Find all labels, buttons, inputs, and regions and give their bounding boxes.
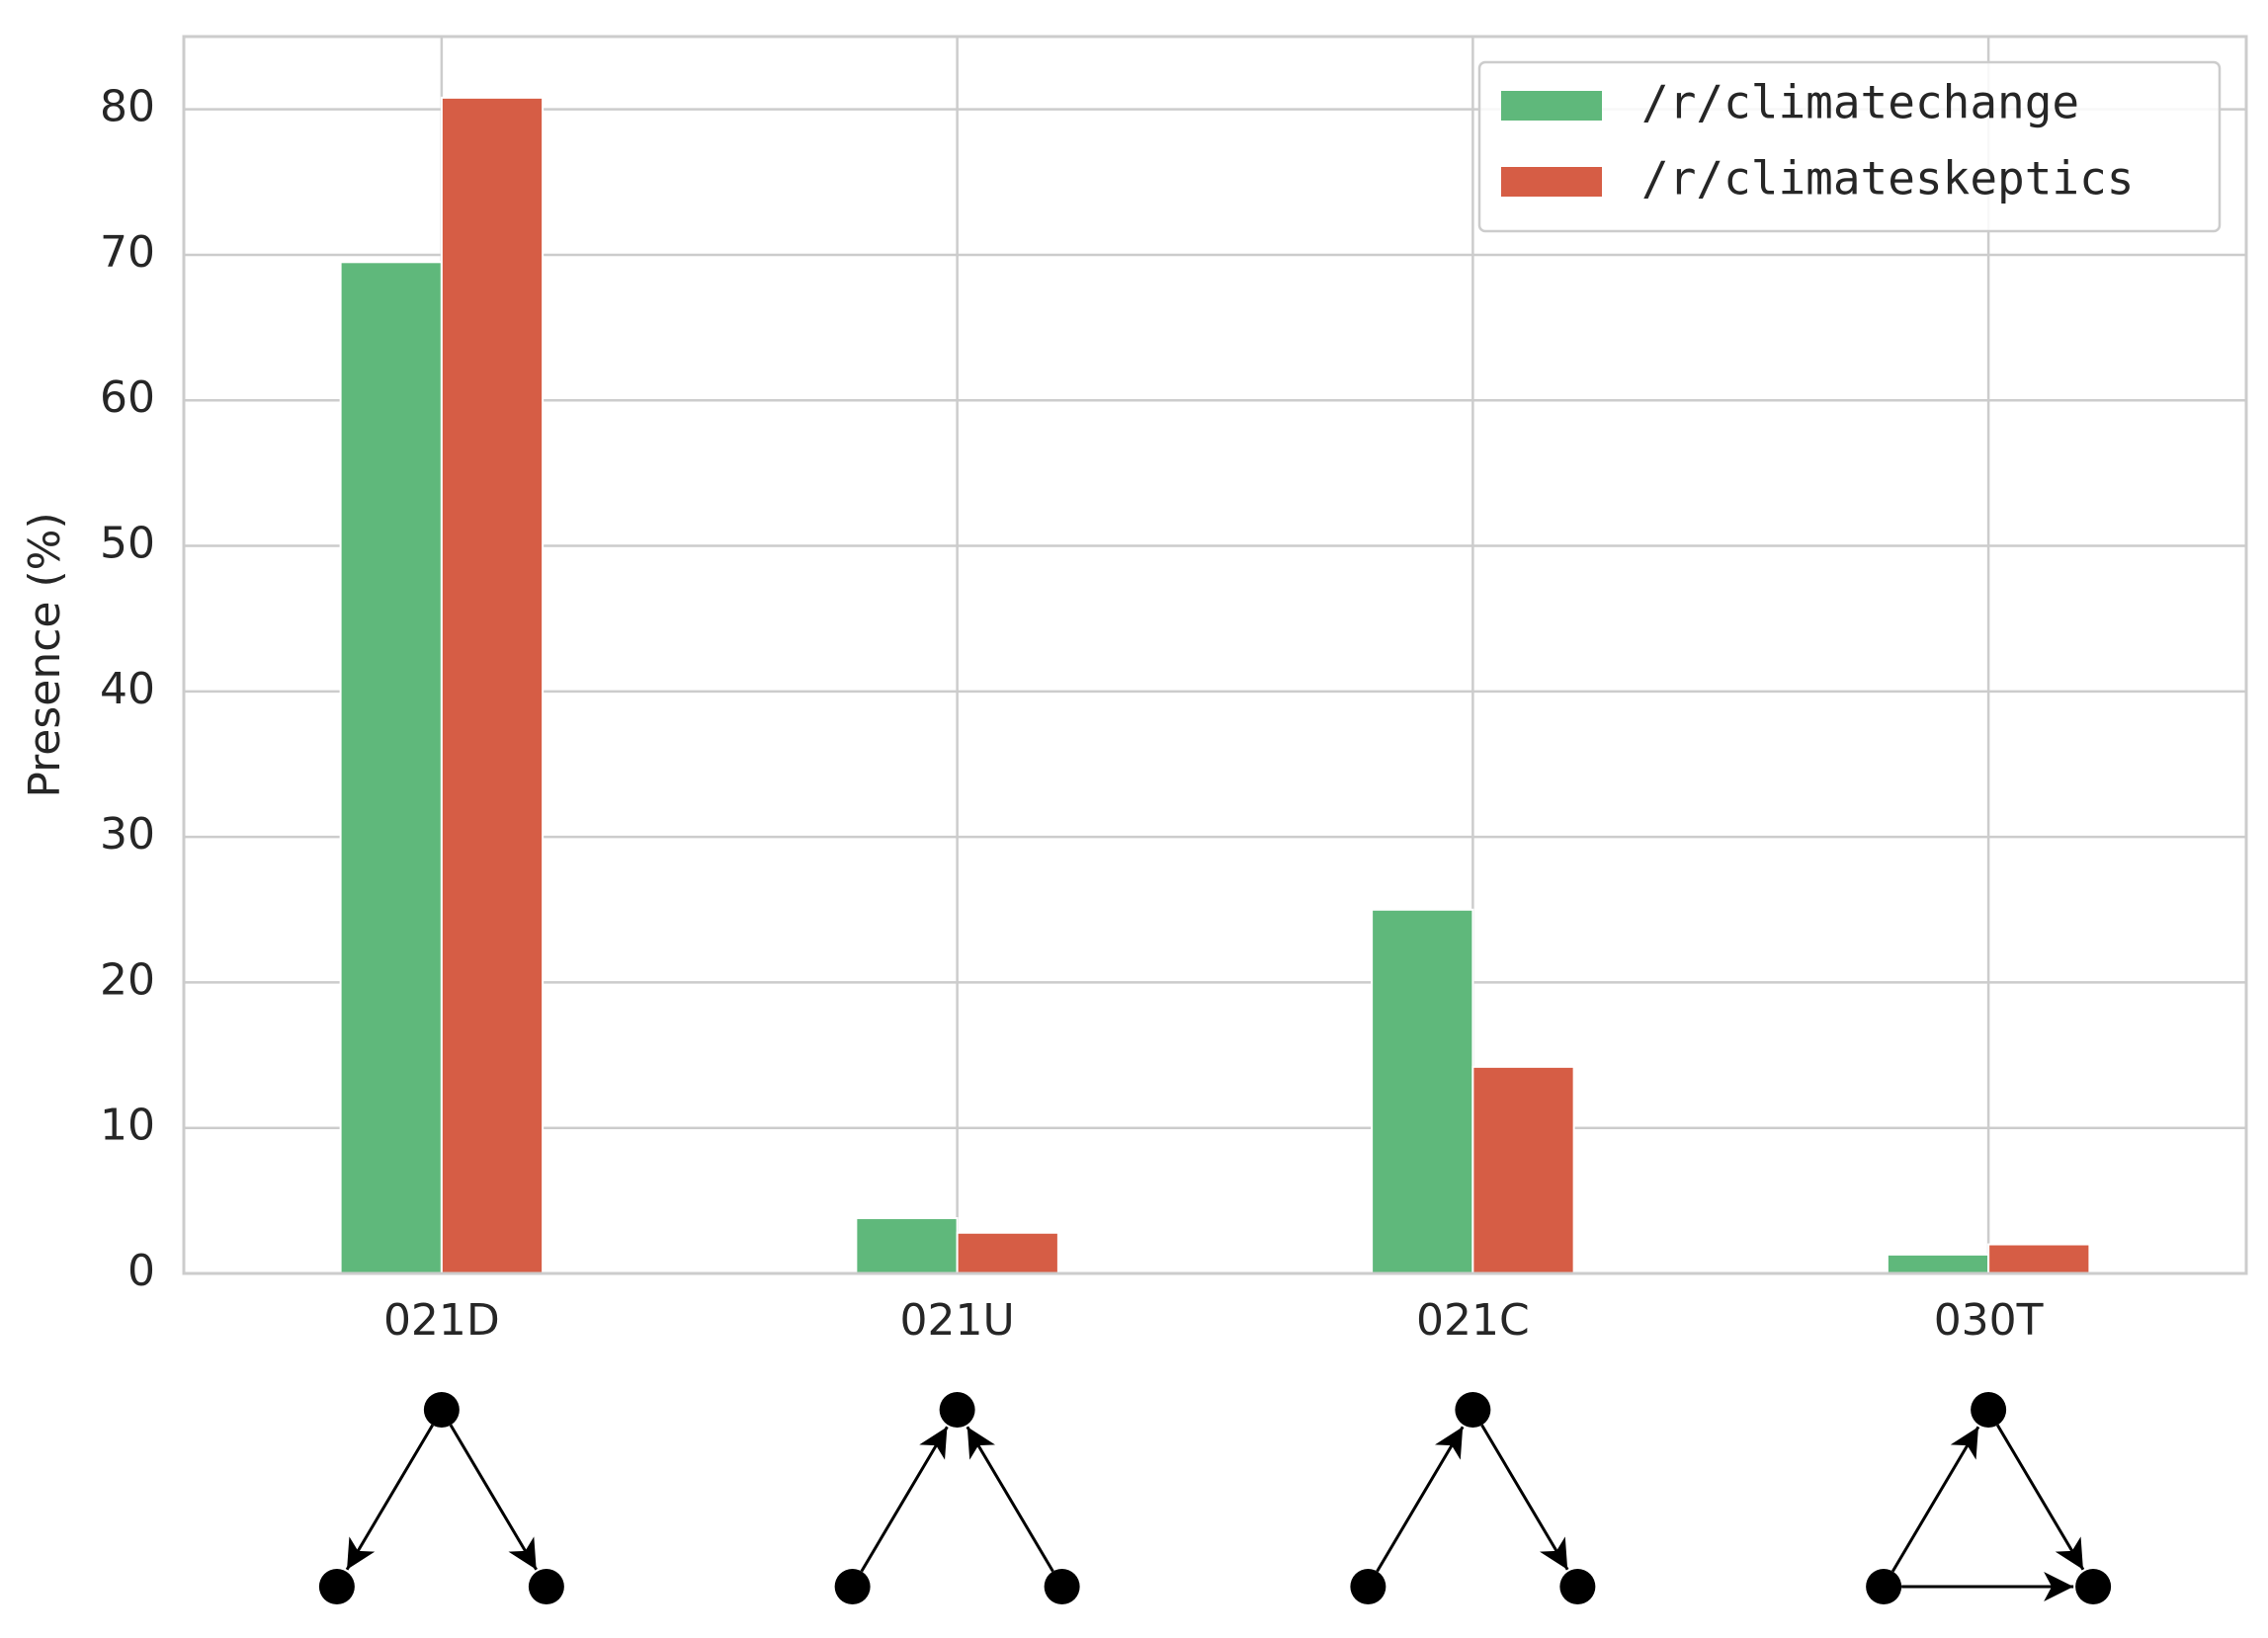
y-tick-label: 80 [100, 82, 155, 132]
legend-swatch [1501, 167, 1602, 197]
x-tick-label: 021C [1416, 1295, 1530, 1346]
bar [1886, 1253, 1990, 1275]
y-tick-label: 20 [100, 954, 155, 1005]
y-axis-label: Presence (%) [20, 512, 70, 797]
bar [339, 261, 443, 1274]
legend: /r/climatechange/r/climateskeptics [1477, 60, 2222, 233]
x-tick-label: 030T [1934, 1295, 2044, 1346]
motif-node [528, 1569, 564, 1604]
y-tick-label: 10 [100, 1101, 155, 1151]
y-tick-label: 40 [100, 664, 155, 714]
motif-edge [449, 1424, 538, 1571]
x-tick-label: 021U [900, 1295, 1015, 1346]
motif-edge [1996, 1424, 2085, 1571]
legend-frame [1477, 60, 2222, 233]
x-tick-label: 021D [383, 1295, 500, 1346]
motif-diagrams [318, 1392, 2112, 1604]
y-tick-label: 70 [100, 227, 155, 278]
motif-edge [1480, 1424, 1569, 1571]
motif-edge [1376, 1426, 1465, 1573]
motif-edge [860, 1426, 949, 1573]
legend-label: /r/climateskeptics [1641, 152, 2135, 205]
motif-node [1350, 1569, 1386, 1604]
motif-node [834, 1569, 871, 1604]
motif-edge [345, 1424, 434, 1571]
y-tick-label: 60 [100, 372, 155, 423]
bar [956, 1231, 1059, 1275]
y-tick-label: 30 [100, 809, 155, 860]
bar [1987, 1243, 2091, 1274]
motif-node [423, 1392, 460, 1428]
motif-edge [966, 1426, 1054, 1573]
motif-node [1559, 1569, 1596, 1604]
motif-node [939, 1392, 975, 1428]
legend-swatch [1501, 91, 1602, 121]
plot-frame [182, 35, 2248, 1275]
y-tick-label: 50 [100, 519, 155, 569]
motif-node [1971, 1392, 2007, 1428]
motif-node [2075, 1569, 2112, 1604]
bar [440, 96, 545, 1275]
motif-node [318, 1569, 355, 1604]
motif-node [1455, 1392, 1491, 1428]
motif-edge [1891, 1426, 1980, 1573]
bar [855, 1217, 959, 1274]
legend-label: /r/climatechange [1641, 76, 2079, 129]
bar [1471, 1065, 1575, 1275]
bar [1371, 908, 1474, 1274]
y-tick-label: 0 [127, 1246, 155, 1296]
motif-node [1044, 1569, 1080, 1604]
motif-node [1866, 1569, 1902, 1604]
